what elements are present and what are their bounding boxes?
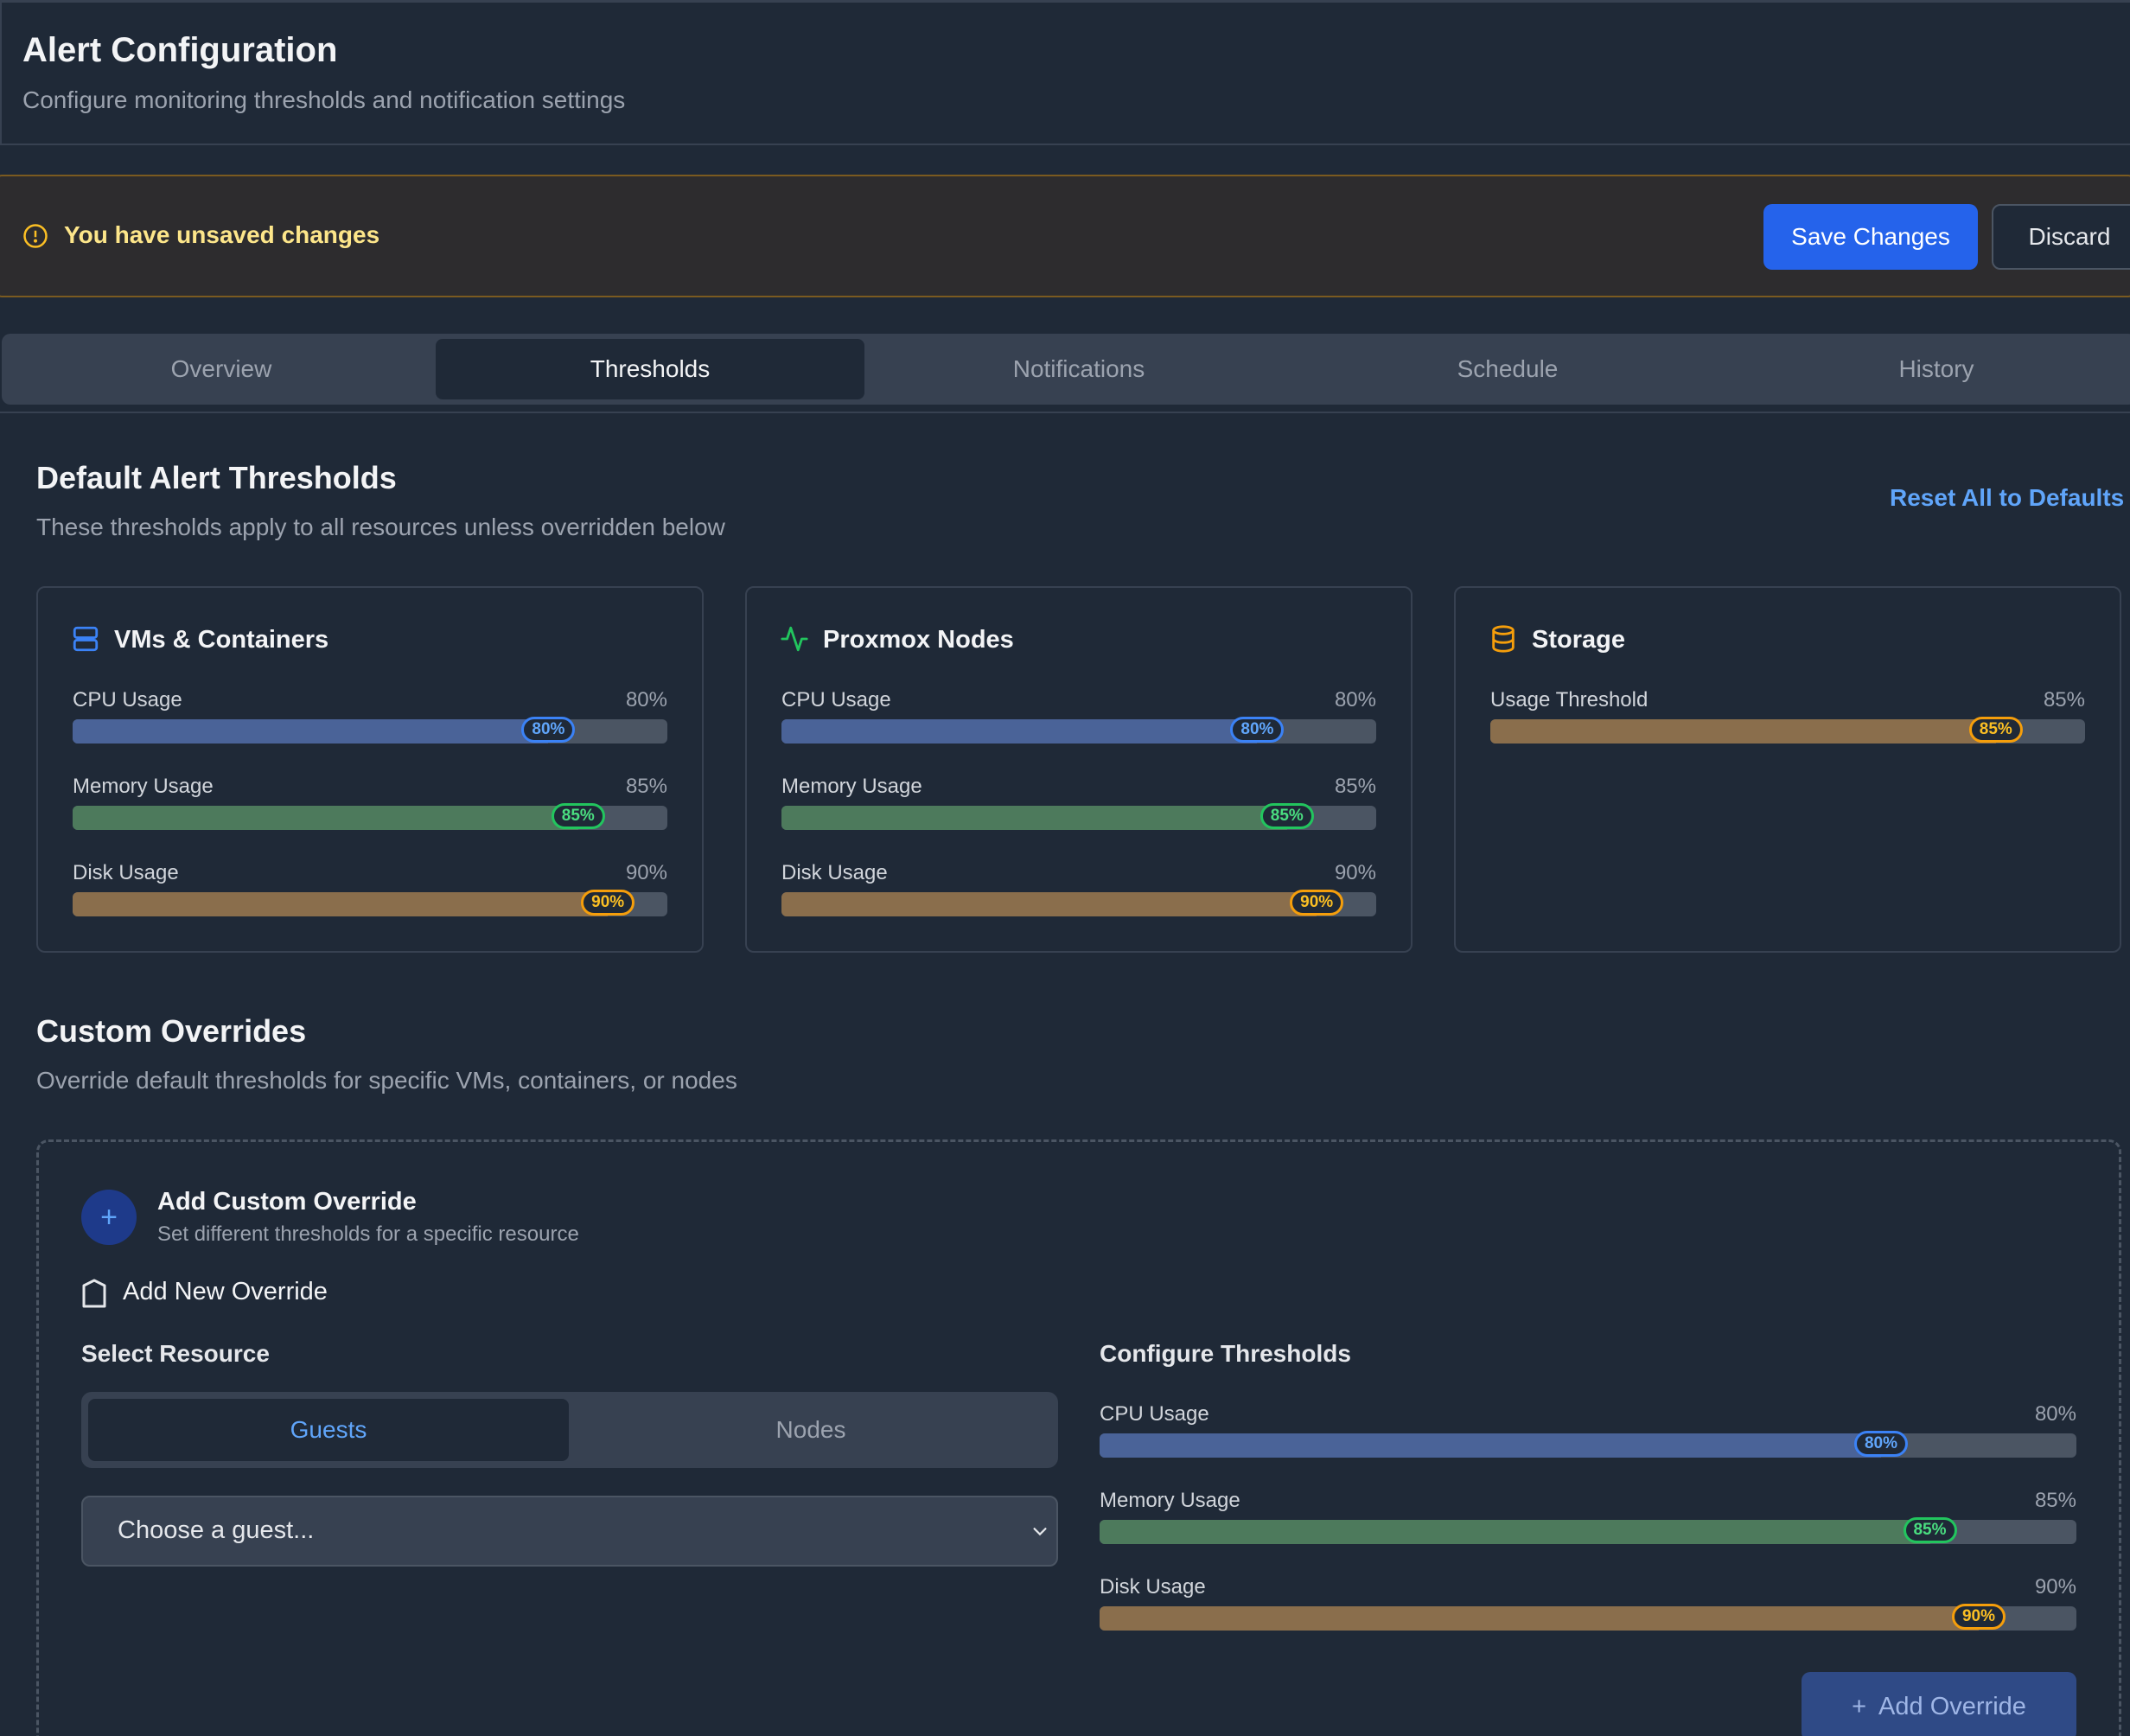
threshold-card-vms [36,586,704,953]
slider-fill [781,719,1258,744]
slider-fill [1100,1606,1979,1631]
threshold-label: Disk Usage [73,861,179,884]
slider-fill [73,719,549,744]
slider-fill [781,892,1317,916]
chevron-down-icon [1033,1528,1047,1536]
slider-handle[interactable]: 80% [521,717,576,743]
threshold-value: 80% [1334,688,1376,712]
threshold-value: 80% [2034,1402,2076,1426]
threshold-value: 90% [625,861,667,884]
slider-handle[interactable]: 85% [551,803,605,829]
threshold-label: Usage Threshold [1490,688,1649,712]
add-override-subtitle: Set different thresholds for a specific … [157,1222,579,1246]
card-title: Proxmox Nodes [823,626,1014,654]
override-memory-slider[interactable]: 85% [1100,1517,2076,1544]
tab-thresholds[interactable]: Thresholds [436,339,864,399]
card-title: Storage [1532,626,1625,654]
section-subtitle-overrides: Override default thresholds for specific… [36,1067,737,1094]
slider-handle[interactable]: 90% [1290,890,1344,916]
threshold-card-storage [1454,586,2121,953]
segment-nodes[interactable]: Nodes [775,1416,846,1443]
guest-select-value: Choose a guest... [118,1516,315,1544]
reset-all-defaults-link[interactable]: Reset All to Defaults [1890,484,2125,511]
database-icon [1492,625,1515,653]
page-header [0,0,2130,145]
cpu-threshold-slider[interactable]: 80% [73,717,667,744]
threshold-value: 85% [625,775,667,798]
add-override-button-label: Add Override [1878,1692,2026,1720]
slider-handle[interactable]: 90% [1951,1604,2006,1630]
save-changes-button[interactable]: Save Changes [1763,204,1978,270]
card-title: VMs & Containers [114,626,329,654]
page-subtitle: Configure monitoring thresholds and noti… [22,86,626,113]
threshold-card-nodes [745,586,1413,953]
threshold-label: Memory Usage [1100,1489,1240,1512]
tab-overview[interactable]: Overview [170,355,272,382]
discard-button[interactable]: Discard [1992,204,2130,270]
threshold-label: CPU Usage [73,688,182,712]
shield-icon [82,1279,106,1308]
slider-fill [73,892,609,916]
slider-handle[interactable]: 80% [1853,1431,1909,1457]
threshold-label: CPU Usage [781,688,891,712]
plus-icon: + [81,1190,137,1245]
plus-icon: + [1852,1692,1867,1720]
threshold-value: 85% [1334,775,1376,798]
tab-notifications[interactable]: Notifications [1012,355,1145,382]
slider-fill [73,806,578,830]
override-cpu-slider[interactable]: 80% [1100,1431,2076,1458]
section-title-defaults: Default Alert Thresholds [36,460,397,495]
threshold-label: Memory Usage [781,775,922,798]
storage-threshold-slider[interactable]: 85% [1490,717,2085,744]
threshold-value: 85% [2043,688,2085,712]
server-icon [73,626,99,652]
alert-circle-icon [23,224,48,248]
tab-history[interactable]: History [1898,355,1974,382]
threshold-label: CPU Usage [1100,1402,1209,1426]
slider-fill [1100,1433,1881,1458]
memory-threshold-slider[interactable]: 85% [73,803,667,830]
slider-fill [1100,1520,1930,1544]
slider-handle[interactable]: 85% [1968,717,2023,743]
disk-threshold-slider[interactable]: 90% [781,890,1376,916]
threshold-value: 85% [2034,1489,2076,1512]
threshold-label: Memory Usage [73,775,214,798]
segment-guests[interactable]: Guests [88,1399,569,1461]
tab-bar [2,334,2130,405]
select-resource-label: Select Resource [81,1340,270,1367]
slider-fill [1490,719,1996,744]
add-override-title: Add Custom Override [157,1188,417,1216]
threshold-value: 90% [2034,1575,2076,1599]
threshold-value: 90% [1334,861,1376,884]
slider-handle[interactable]: 90% [581,890,635,916]
memory-threshold-slider[interactable]: 85% [781,803,1376,830]
slider-handle[interactable]: 85% [1260,803,1314,829]
threshold-value: 80% [625,688,667,712]
cpu-threshold-slider[interactable]: 80% [781,717,1376,744]
add-override-panel [36,1139,2121,1736]
override-disk-slider[interactable]: 90% [1100,1604,2076,1631]
slider-fill [781,806,1287,830]
activity-icon [781,626,808,652]
threshold-label: Disk Usage [781,861,888,884]
configure-thresholds-label: Configure Thresholds [1100,1340,1351,1367]
guest-select[interactable] [81,1496,1058,1567]
divider [0,412,2130,413]
add-override-button[interactable]: + Add Override [1802,1672,2076,1736]
disk-threshold-slider[interactable]: 90% [73,890,667,916]
tab-schedule[interactable]: Schedule [1457,355,1559,382]
threshold-label: Disk Usage [1100,1575,1206,1599]
add-new-override-heading: Add New Override [123,1278,328,1305]
page-title: Alert Configuration [22,31,338,69]
unsaved-changes-message: You have unsaved changes [64,221,380,248]
slider-handle[interactable]: 85% [1903,1517,1957,1543]
section-title-overrides: Custom Overrides [36,1013,307,1049]
section-subtitle-defaults: These thresholds apply to all resources … [36,514,725,540]
slider-handle[interactable]: 80% [1230,717,1285,743]
